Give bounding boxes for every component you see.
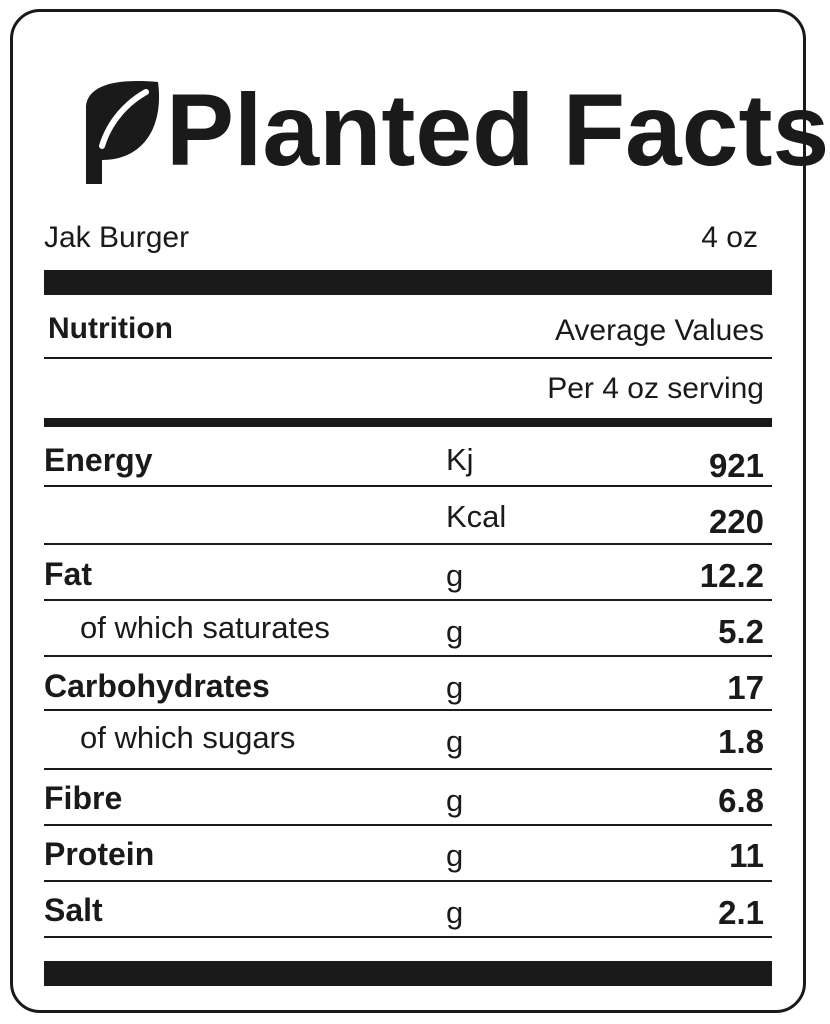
product-name: Jak Burger bbox=[44, 221, 190, 254]
row-divider bbox=[44, 880, 772, 882]
nutrient-name: Fibre bbox=[44, 780, 123, 816]
per-serving-heading: Per 4 oz serving bbox=[547, 372, 764, 405]
row-divider bbox=[44, 709, 772, 711]
divider-bar-mid bbox=[44, 418, 772, 427]
divider-bar-bottom bbox=[44, 961, 772, 986]
nutrient-name: Salt bbox=[44, 892, 103, 928]
nutrient-name: of which saturates bbox=[80, 610, 330, 645]
nutrition-label bbox=[10, 9, 806, 1013]
nutrient-value: 17 bbox=[727, 669, 764, 706]
row-divider bbox=[44, 824, 772, 826]
divider-bar-top bbox=[44, 270, 772, 295]
nutrient-name: Energy bbox=[44, 442, 153, 478]
nutrient-value: 5.2 bbox=[718, 613, 764, 650]
nutrient-value: 6.8 bbox=[718, 782, 764, 819]
nutrition-heading: Nutrition bbox=[48, 312, 173, 345]
nutrient-name: of which sugars bbox=[80, 720, 296, 755]
nutrient-unit: g bbox=[446, 614, 464, 649]
nutrient-name: Protein bbox=[44, 836, 155, 872]
row-divider bbox=[44, 485, 772, 487]
product-line: Jak Burger 4 oz bbox=[44, 216, 762, 260]
divider-rule bbox=[44, 357, 772, 359]
row-divider bbox=[44, 936, 772, 938]
label-title: Planted Facts bbox=[84, 70, 829, 190]
nutrient-unit: g bbox=[446, 558, 464, 593]
nutrient-unit: Kcal bbox=[446, 499, 507, 534]
nutrient-unit: g bbox=[446, 670, 464, 705]
nutrient-unit: g bbox=[446, 895, 464, 930]
nutrient-value: 12.2 bbox=[699, 557, 764, 594]
nutrient-value: 220 bbox=[708, 503, 764, 540]
nutrient-unit: g bbox=[446, 724, 464, 759]
average-values-heading: Average Values bbox=[554, 314, 764, 347]
nutrient-name: Carbohydrates bbox=[44, 668, 270, 704]
row-divider bbox=[44, 655, 772, 657]
nutrient-value: 1.8 bbox=[718, 723, 764, 760]
leaf-icon bbox=[86, 81, 160, 184]
nutrient-value: 11 bbox=[729, 837, 764, 874]
serving-size: 4 oz bbox=[701, 221, 758, 254]
row-divider bbox=[44, 543, 772, 545]
row-divider bbox=[44, 599, 772, 601]
nutrient-unit: g bbox=[446, 838, 464, 873]
nutrient-value: 2.1 bbox=[718, 894, 764, 931]
nutrient-unit: Kj bbox=[446, 442, 474, 477]
nutrient-unit: g bbox=[446, 783, 464, 818]
nutrient-value: 921 bbox=[708, 447, 764, 484]
row-divider bbox=[44, 768, 772, 770]
nutrient-name: Fat bbox=[44, 556, 92, 592]
title-text: Planted Facts bbox=[166, 73, 830, 187]
